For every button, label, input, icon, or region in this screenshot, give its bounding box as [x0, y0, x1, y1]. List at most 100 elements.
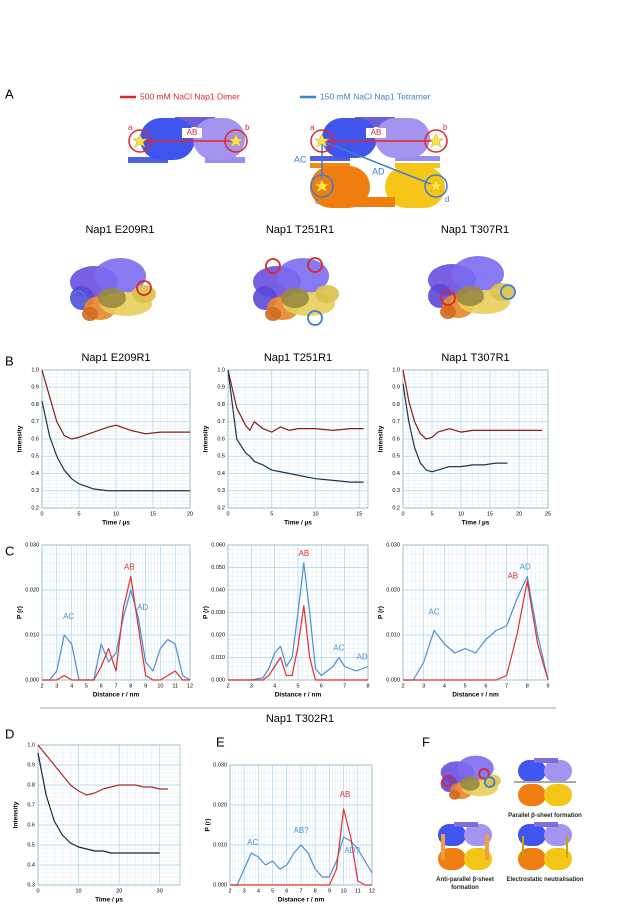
y-axis-label: Intensity — [378, 425, 385, 452]
star — [314, 178, 330, 193]
y-tick-label: 0.020 — [211, 632, 225, 638]
series-line — [227, 369, 364, 433]
subunit — [375, 118, 430, 158]
y-tick-label: 0.050 — [211, 565, 225, 571]
y-tick-label: 0.010 — [213, 842, 227, 848]
series-line — [230, 836, 373, 886]
strand — [128, 157, 168, 163]
panel-label: F — [422, 734, 430, 749]
subunit — [518, 784, 546, 806]
y-tick-label: 0.6 — [217, 436, 225, 442]
series-line — [37, 752, 160, 854]
distance-label: AB — [187, 128, 198, 137]
subunit — [140, 118, 195, 160]
x-tick-label: 0 — [36, 888, 39, 894]
panel-label: E — [216, 734, 225, 749]
x-tick-label: 11 — [172, 683, 178, 689]
y-tick-label: 0.020 — [25, 587, 39, 593]
x-tick-label: 6 — [320, 683, 323, 689]
panel-label: A — [5, 86, 14, 101]
x-tick-label: 3 — [55, 683, 58, 689]
y-tick-label: 0.6 — [392, 436, 400, 442]
y-tick-label: 0.5 — [217, 454, 225, 460]
x-tick-label: 10 — [312, 511, 318, 517]
y-tick-label: 0.000 — [211, 677, 225, 683]
y-tick-label: 1.0 — [27, 742, 35, 748]
y-tick-label: 0.2 — [217, 505, 225, 511]
y-tick-label: 0.8 — [27, 782, 35, 788]
x-axis-label: Time / µs — [284, 520, 312, 527]
x-tick-label: 8 — [314, 888, 317, 894]
spin-label-ring — [128, 129, 152, 153]
protein-blob — [460, 776, 480, 791]
annotation: AB — [507, 572, 518, 581]
x-tick-label: 10 — [113, 511, 119, 517]
protein-blob — [98, 288, 126, 308]
x-tick-label: 20 — [187, 511, 193, 517]
x-axis-label: Distance r / nm — [275, 692, 322, 699]
y-tick-label: 0.6 — [27, 822, 35, 828]
plot-frame — [402, 369, 549, 509]
y-tick-label: 0.2 — [31, 505, 39, 511]
y-tick-label: 0.020 — [386, 587, 400, 593]
protein-blob — [315, 285, 339, 303]
series-line — [228, 605, 368, 681]
protein-blob — [132, 285, 156, 303]
plot-frame — [41, 544, 191, 681]
x-tick-label: 10 — [341, 888, 347, 894]
y-tick-label: 0.7 — [392, 419, 400, 425]
y-tick-label: 0.7 — [31, 419, 39, 425]
annotation: AD? — [344, 846, 360, 855]
chart: 0.000 0.010 0.020 0.030 2 3 4 5 6 7 8 9 10 11 12 AC AB AD… — [17, 542, 193, 698]
caption: Anti-parallel β-sheet formation — [436, 877, 494, 891]
x-tick-label: 3 — [243, 888, 246, 894]
annotation: AB — [298, 549, 309, 558]
strand — [534, 822, 558, 827]
x-tick-label: 3 — [422, 683, 425, 689]
y-tick-label: 0.7 — [217, 419, 225, 425]
x-tick-label: 6 — [100, 683, 103, 689]
chart: 0.2 0.3 0.4 0.5 0.6 0.7 0.8 0.9 1.0 0 5 10 15 Nap1 T2… — [203, 352, 369, 527]
label-box — [366, 128, 386, 138]
structure-title: Nap1 T307R1 — [441, 224, 509, 236]
y-axis-label: Intensity — [17, 425, 24, 452]
subunit — [518, 824, 546, 846]
y-axis-label: P (r) — [378, 606, 385, 619]
chart-title: Nap1 T307R1 — [441, 352, 509, 364]
x-axis-label: Time / µs — [462, 520, 490, 527]
y-tick-label: 0.3 — [392, 488, 400, 494]
y-tick-label: 0.030 — [386, 542, 400, 548]
y-axis-label: P (r) — [205, 819, 212, 832]
subunit — [322, 118, 377, 158]
caption: Electrostatic neutralisation — [506, 877, 584, 883]
spin-label-ring — [224, 129, 248, 153]
x-axis-label: Distance r / nm — [93, 692, 140, 699]
label-ring — [500, 284, 516, 300]
annotation: AD — [357, 653, 368, 662]
y-tick-label: 0.030 — [211, 610, 225, 616]
y-tick-label: 0.8 — [392, 402, 400, 408]
chart-title: Nap1 E209R1 — [81, 352, 150, 364]
chart-title: Nap1 T251R1 — [264, 352, 332, 364]
annotation: AB? — [293, 826, 309, 835]
site-label: d — [445, 195, 449, 204]
strand — [205, 157, 245, 163]
star — [228, 133, 244, 148]
subunit — [544, 824, 572, 846]
x-tick-label: 5 — [270, 511, 273, 517]
subunit — [518, 848, 546, 870]
y-tick-label: 0.2 — [392, 505, 400, 511]
distance-label: AB — [371, 128, 382, 137]
spin-label-ring — [424, 174, 448, 198]
x-tick-label: 9 — [328, 888, 331, 894]
star — [428, 178, 444, 193]
star — [132, 133, 148, 148]
dimer-diagram: AB a b — [128, 117, 250, 163]
y-tick-label: 0.030 — [25, 542, 39, 548]
annotation: AB — [340, 790, 351, 799]
site-label: b — [245, 123, 250, 132]
y-tick-label: 0.9 — [217, 385, 225, 391]
